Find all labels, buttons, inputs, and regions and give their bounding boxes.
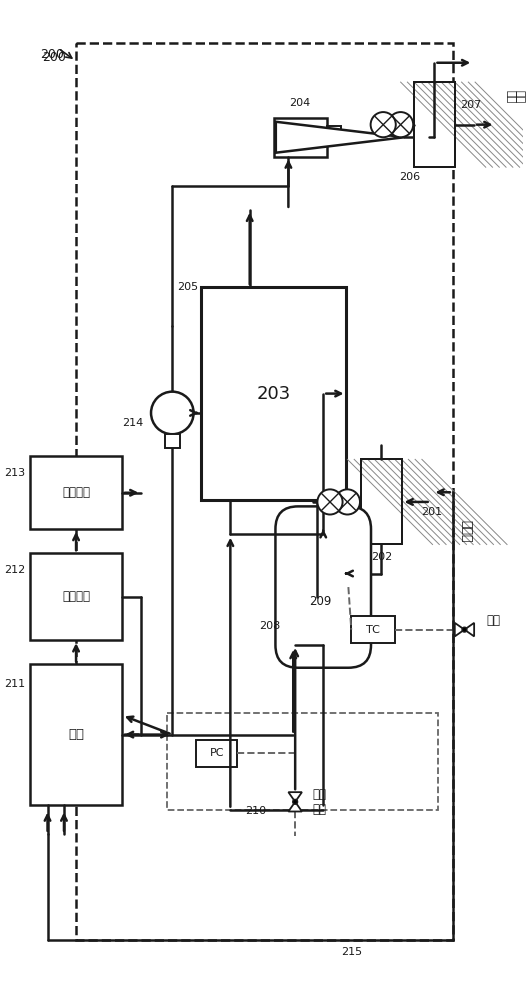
Text: 202: 202 xyxy=(371,552,392,562)
Circle shape xyxy=(151,392,194,434)
Bar xyxy=(361,459,402,544)
Text: 204: 204 xyxy=(289,98,310,108)
Circle shape xyxy=(388,112,413,137)
Circle shape xyxy=(462,627,467,632)
Text: 207: 207 xyxy=(460,100,481,110)
Text: 200: 200 xyxy=(42,51,66,64)
Text: 组分: 组分 xyxy=(515,90,525,103)
Text: 生物质: 生物质 xyxy=(460,520,473,542)
Text: 214: 214 xyxy=(122,418,143,428)
Polygon shape xyxy=(288,802,302,811)
Polygon shape xyxy=(288,792,302,802)
Text: 211: 211 xyxy=(4,679,25,689)
Circle shape xyxy=(293,799,298,804)
Text: 210: 210 xyxy=(245,806,266,816)
Bar xyxy=(165,434,180,448)
Bar xyxy=(30,664,122,805)
Text: 乙醇脱水: 乙醇脱水 xyxy=(62,590,90,603)
Bar xyxy=(351,616,395,643)
Text: 201: 201 xyxy=(421,507,442,517)
Circle shape xyxy=(317,489,343,515)
Polygon shape xyxy=(455,623,465,636)
Text: PC: PC xyxy=(210,748,224,758)
Bar xyxy=(361,459,402,544)
Text: 乙醇产品: 乙醇产品 xyxy=(62,486,90,499)
Text: TC: TC xyxy=(366,625,380,635)
Text: 213: 213 xyxy=(4,468,25,478)
Bar xyxy=(274,118,327,157)
FancyBboxPatch shape xyxy=(276,506,371,668)
Text: 212: 212 xyxy=(4,565,25,575)
Text: 215: 215 xyxy=(341,947,362,957)
Text: 组分: 组分 xyxy=(313,803,327,816)
Bar xyxy=(30,456,122,529)
Circle shape xyxy=(335,489,360,515)
Text: 热源: 热源 xyxy=(487,614,501,627)
Polygon shape xyxy=(465,623,474,636)
Bar xyxy=(196,740,237,767)
Polygon shape xyxy=(276,122,404,153)
Bar xyxy=(30,553,122,640)
Bar xyxy=(76,43,453,940)
Text: 203: 203 xyxy=(257,385,291,403)
Bar xyxy=(414,82,455,167)
Bar xyxy=(327,126,341,143)
Circle shape xyxy=(371,112,396,137)
Text: 208: 208 xyxy=(259,621,281,631)
Text: 205: 205 xyxy=(177,282,199,292)
Text: 206: 206 xyxy=(399,172,420,182)
Text: 200: 200 xyxy=(40,48,64,61)
Text: 蒸气: 蒸气 xyxy=(313,788,327,801)
Bar xyxy=(201,287,346,500)
Text: 209: 209 xyxy=(309,595,332,608)
Text: 固体: 固体 xyxy=(505,90,515,103)
Bar xyxy=(167,713,438,810)
Text: 蒸馏: 蒸馏 xyxy=(68,728,84,741)
Bar xyxy=(414,82,455,167)
